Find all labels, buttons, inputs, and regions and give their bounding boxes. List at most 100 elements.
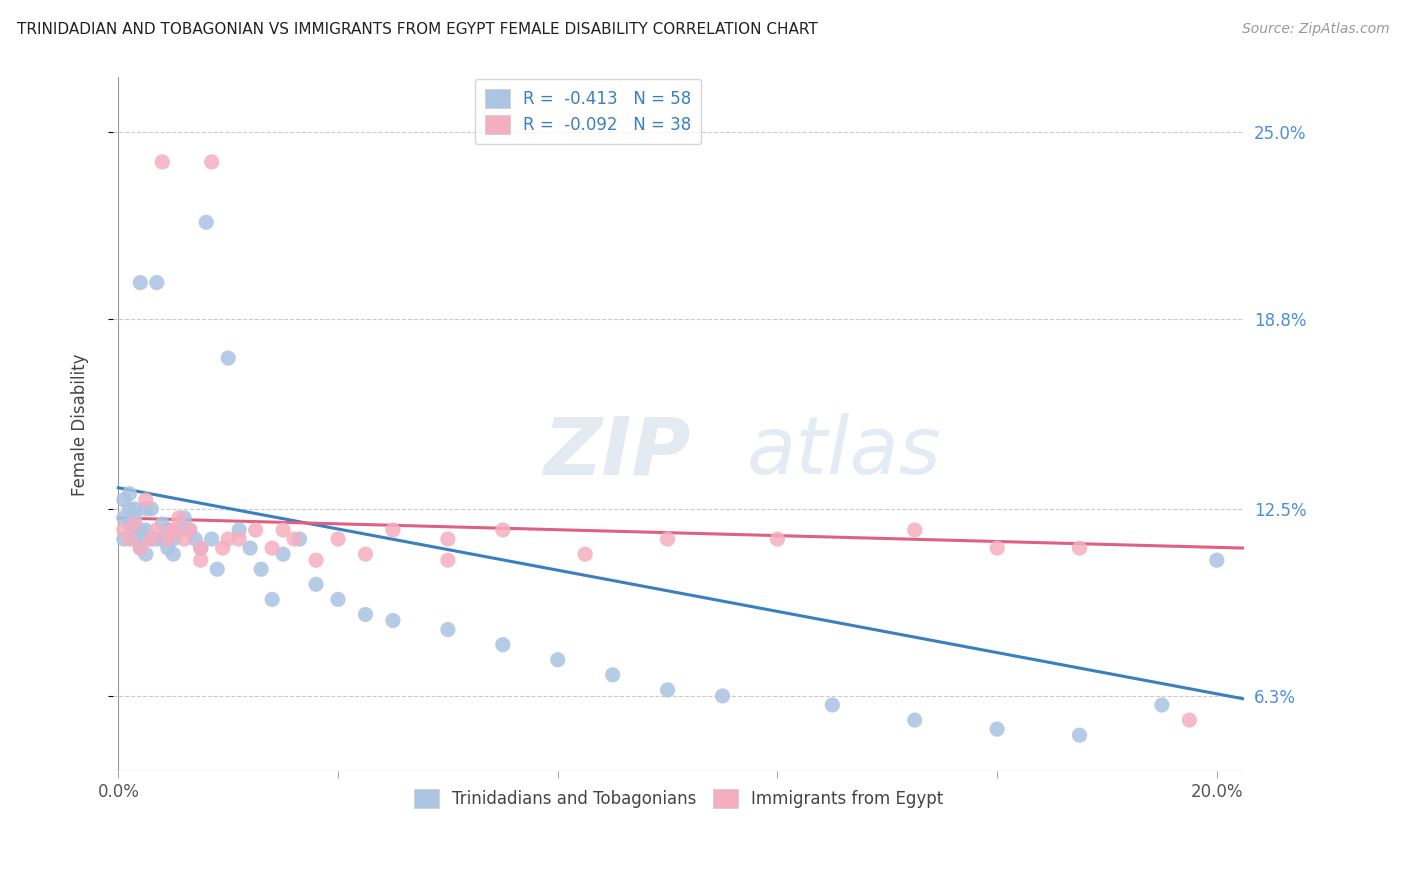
- Point: [112, 532, 135, 546]
- Point: [354, 547, 377, 561]
- Point: [141, 502, 163, 516]
- Point: [354, 607, 377, 622]
- Point: [381, 523, 404, 537]
- Point: [112, 492, 135, 507]
- Point: [245, 523, 267, 537]
- Point: [135, 502, 157, 516]
- Point: [118, 532, 141, 546]
- Point: [124, 502, 146, 516]
- Point: [211, 541, 233, 555]
- Point: [821, 698, 844, 712]
- Point: [129, 541, 152, 555]
- Point: [141, 532, 163, 546]
- Text: atlas: atlas: [747, 413, 941, 491]
- Point: [112, 523, 135, 537]
- Point: [271, 547, 294, 561]
- Point: [141, 532, 163, 546]
- Point: [326, 592, 349, 607]
- Point: [305, 553, 328, 567]
- Point: [135, 492, 157, 507]
- Point: [437, 553, 460, 567]
- Point: [1178, 713, 1201, 727]
- Point: [492, 638, 515, 652]
- Point: [288, 532, 311, 546]
- Point: [217, 351, 239, 365]
- Point: [162, 532, 184, 546]
- Point: [201, 155, 224, 169]
- Y-axis label: Female Disability: Female Disability: [72, 353, 89, 496]
- Point: [150, 532, 173, 546]
- Point: [904, 713, 927, 727]
- Point: [135, 547, 157, 561]
- Point: [124, 511, 146, 525]
- Point: [118, 516, 141, 531]
- Point: [162, 547, 184, 561]
- Point: [162, 523, 184, 537]
- Point: [381, 614, 404, 628]
- Point: [190, 541, 212, 555]
- Point: [602, 668, 624, 682]
- Point: [124, 516, 146, 531]
- Point: [190, 541, 212, 555]
- Point: [1205, 553, 1227, 567]
- Point: [173, 532, 195, 546]
- Point: [986, 722, 1008, 736]
- Point: [129, 523, 152, 537]
- Point: [195, 215, 218, 229]
- Point: [146, 532, 169, 546]
- Point: [118, 502, 141, 516]
- Point: [173, 511, 195, 525]
- Point: [283, 532, 305, 546]
- Point: [326, 532, 349, 546]
- Point: [184, 532, 207, 546]
- Point: [201, 532, 224, 546]
- Point: [305, 577, 328, 591]
- Point: [118, 487, 141, 501]
- Text: TRINIDADIAN AND TOBAGONIAN VS IMMIGRANTS FROM EGYPT FEMALE DISABILITY CORRELATIO: TRINIDADIAN AND TOBAGONIAN VS IMMIGRANTS…: [17, 22, 818, 37]
- Point: [167, 523, 190, 537]
- Point: [156, 541, 179, 555]
- Point: [657, 682, 679, 697]
- Point: [766, 532, 789, 546]
- Point: [547, 653, 569, 667]
- Point: [228, 532, 250, 546]
- Point: [574, 547, 596, 561]
- Point: [150, 516, 173, 531]
- Point: [156, 532, 179, 546]
- Point: [1069, 541, 1091, 555]
- Point: [228, 523, 250, 537]
- Point: [904, 523, 927, 537]
- Point: [1150, 698, 1173, 712]
- Point: [657, 532, 679, 546]
- Point: [150, 155, 173, 169]
- Point: [1069, 728, 1091, 742]
- Point: [217, 532, 239, 546]
- Point: [156, 523, 179, 537]
- Point: [112, 511, 135, 525]
- Legend: Trinidadians and Tobagonians, Immigrants from Egypt: Trinidadians and Tobagonians, Immigrants…: [406, 782, 950, 815]
- Point: [239, 541, 262, 555]
- Point: [135, 532, 157, 546]
- Point: [167, 511, 190, 525]
- Point: [162, 523, 184, 537]
- Point: [179, 523, 201, 537]
- Point: [124, 523, 146, 537]
- Point: [135, 523, 157, 537]
- Point: [129, 276, 152, 290]
- Point: [271, 523, 294, 537]
- Text: Source: ZipAtlas.com: Source: ZipAtlas.com: [1241, 22, 1389, 37]
- Point: [437, 623, 460, 637]
- Text: ZIP: ZIP: [543, 413, 690, 491]
- Point: [190, 553, 212, 567]
- Point: [437, 532, 460, 546]
- Point: [146, 523, 169, 537]
- Point: [262, 592, 284, 607]
- Point: [250, 562, 273, 576]
- Point: [124, 532, 146, 546]
- Point: [146, 276, 169, 290]
- Point: [129, 541, 152, 555]
- Point: [205, 562, 228, 576]
- Point: [711, 689, 734, 703]
- Point: [262, 541, 284, 555]
- Point: [492, 523, 515, 537]
